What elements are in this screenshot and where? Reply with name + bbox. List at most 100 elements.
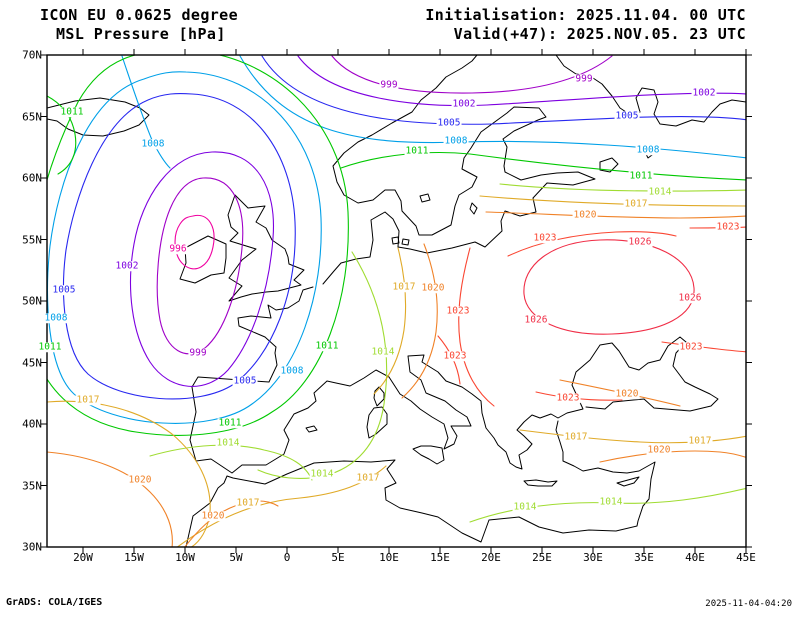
contour-label-1005: 1005 [614, 110, 640, 122]
contour-label-1014: 1014 [647, 186, 673, 198]
grads-credit: GrADS: COLA/IGES [6, 597, 103, 608]
island-corsica [373, 386, 385, 407]
contour-label-1002: 1002 [691, 87, 717, 99]
isobar-1017 [176, 465, 387, 547]
contour-label-1005: 1005 [436, 117, 462, 129]
island-cyprus [616, 476, 640, 487]
contour-label-1017: 1017 [355, 472, 381, 484]
lat-label: 40N [22, 417, 42, 431]
map-frame [46, 54, 747, 548]
contour-label-1023: 1023 [555, 392, 581, 404]
contour-label-1002: 1002 [114, 260, 140, 272]
lon-label: 5E [331, 551, 345, 564]
contour-label-1011: 1011 [628, 170, 654, 182]
contour-label-1020: 1020 [614, 388, 640, 400]
contour-label-1008: 1008 [43, 312, 69, 324]
contour-label-1011: 1011 [404, 145, 430, 157]
island-funen [401, 238, 410, 246]
isobar-1014 [149, 444, 313, 481]
contour-label-1011: 1011 [37, 341, 63, 353]
lon-label: 15E [430, 551, 450, 564]
contour-label-1026: 1026 [677, 292, 703, 304]
isobar-1011 [340, 151, 746, 181]
coastlines [47, 55, 746, 547]
lon-label: 45E [736, 551, 756, 564]
lon-label: 15W [124, 551, 144, 564]
lon-label: 20W [73, 551, 93, 564]
isobar-1017 [373, 247, 407, 395]
contour-label-1011: 1011 [314, 340, 340, 352]
isobar-1020 [599, 450, 746, 463]
contour-label-1014: 1014 [309, 468, 335, 480]
contour-label-1017: 1017 [235, 497, 261, 509]
lat-label: 65N [22, 110, 42, 123]
lat-label: 35N [22, 479, 42, 492]
lat-label: 70N [22, 48, 42, 62]
contour-label-1008: 1008 [279, 365, 305, 377]
isobar-1011 [47, 55, 349, 436]
lon-label: 10E [379, 551, 399, 564]
lat-label: 55N [22, 233, 42, 246]
contour-label-1005: 1005 [232, 375, 258, 387]
contour-label-1008: 1008 [635, 144, 661, 156]
contour-label-1023: 1023 [715, 221, 741, 233]
lon-label: 5W [229, 551, 243, 564]
coast-turkey-africa [185, 420, 656, 547]
isobar-1020 [184, 500, 279, 547]
isobar-1014 [257, 251, 388, 479]
contour-label-1020: 1020 [420, 282, 446, 294]
contour-label-999: 999 [188, 347, 208, 359]
contour-label-1011: 1011 [59, 106, 85, 118]
isobar-996 [174, 214, 215, 270]
isobar-1002 [297, 55, 746, 107]
contour-label-1020: 1020 [572, 209, 598, 221]
isobar-1011 [47, 95, 77, 175]
coast-baltic-scandinavia [322, 55, 596, 285]
coast-great-britain [227, 194, 305, 302]
coast-iceland [47, 97, 150, 137]
contour-label-1017: 1017 [563, 431, 589, 443]
contour-label-1014: 1014 [598, 496, 624, 508]
contour-label-1014: 1014 [370, 346, 396, 358]
coast-europe-med-blacksea [189, 286, 719, 474]
lon-label: 40E [685, 551, 705, 564]
creation-timestamp: 2025-11-04-04:20 [705, 599, 792, 609]
island-sicily [412, 445, 445, 465]
isobar-1005 [261, 55, 746, 125]
isobar-1008 [47, 71, 322, 424]
isobar-1020 [47, 451, 173, 547]
isobar-1017 [47, 400, 211, 547]
axis-ticks [41, 49, 752, 553]
island-sardinia [366, 406, 388, 439]
contour-label-1017: 1017 [623, 198, 649, 210]
isobar-1014 [499, 183, 746, 192]
contour-label-1026: 1026 [627, 236, 653, 248]
lon-label: 20E [481, 551, 501, 564]
island-mallorca [305, 425, 318, 433]
contour-label-1023: 1023 [532, 232, 558, 244]
contour-label-1026: 1026 [523, 314, 549, 326]
island-zealand [391, 236, 400, 245]
contour-label-1017: 1017 [75, 394, 101, 406]
contour-label-1017: 1017 [687, 435, 713, 447]
coast-ireland [179, 235, 227, 284]
lat-label: 50N [22, 294, 42, 308]
contour-label-1017: 1017 [391, 281, 417, 293]
contour-label-996: 996 [168, 243, 188, 255]
lon-label: 35E [634, 551, 654, 564]
lat-label: 30N [22, 540, 42, 554]
lon-label: 25E [532, 551, 552, 564]
contour-label-1023: 1023 [678, 341, 704, 353]
lake-vanern [419, 193, 431, 203]
contour-label-1020: 1020 [646, 444, 672, 456]
lon-label: 10W [175, 551, 195, 564]
contour-label-1014: 1014 [215, 437, 241, 449]
island-crete [523, 479, 558, 487]
isobar-1023 [661, 341, 746, 353]
valid-time: Valid(+47): 2025.NOV.05. 23 UTC [453, 25, 746, 43]
init-time: Initialisation: 2025.11.04. 00 UTC [425, 6, 746, 24]
contour-label-1023: 1023 [442, 350, 468, 362]
isobar-1008 [239, 55, 746, 159]
